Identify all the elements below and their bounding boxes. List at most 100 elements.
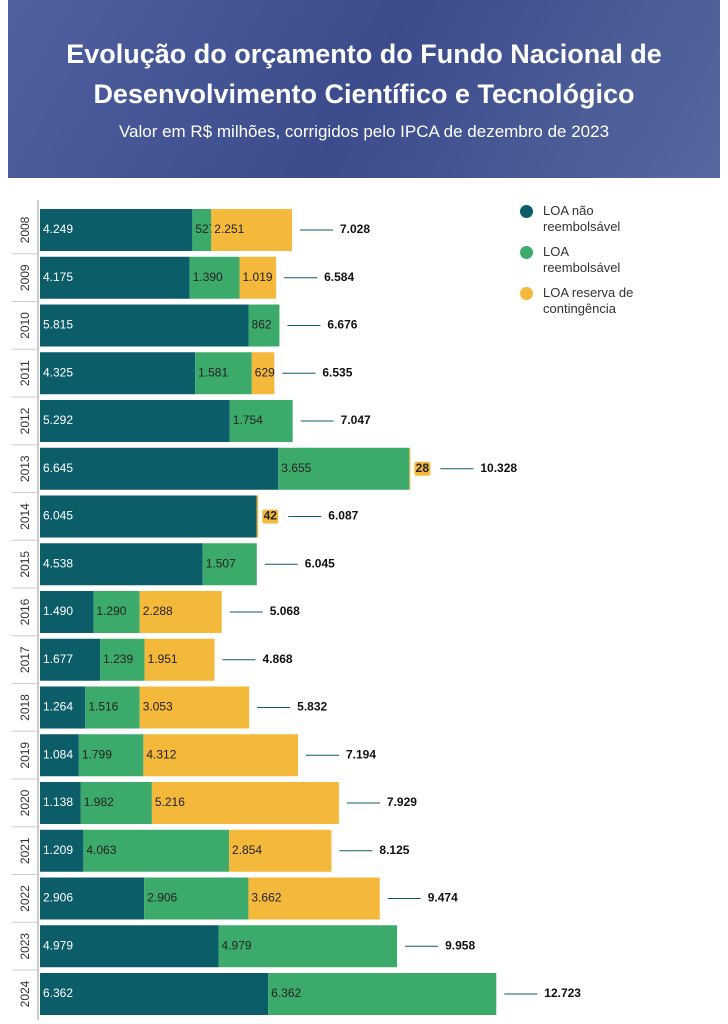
value-label: 28 [416,461,430,475]
legend-label: LOA reembolsável [543,244,621,275]
bar-segment [151,782,339,824]
legend-swatch [520,287,533,300]
y-tick-label: 2015 [18,551,32,578]
bar-segment [218,925,398,968]
bar-segment [139,591,222,633]
y-tick-label: 2008 [18,216,32,243]
bar-segment [85,686,140,729]
y-tick-label: 2011 [18,360,32,386]
bar-segment [144,877,249,920]
value-label: 5.216 [155,795,185,809]
bar-segment [83,829,230,872]
total-label: 6.676 [327,318,357,332]
value-label: 1.951 [148,652,178,666]
chart-title: Evolução do orçamento do Fundo Nacional … [66,39,662,109]
legend-item: LOA reserva de contingência [520,285,700,317]
y-tick-label: 2010 [18,312,32,339]
bar-segment [40,400,230,442]
value-label: 3.053 [143,700,173,714]
total-label: 9.474 [428,891,458,905]
bar-segment [202,543,257,586]
bar-segment [40,877,145,920]
value-label: 2.906 [147,891,177,905]
bar-segment [248,304,280,347]
y-tick-label: 2020 [18,789,32,816]
bar-segment [40,209,193,251]
bar-segment [251,352,275,395]
bar-segment [189,256,240,299]
value-label: 862 [252,318,272,332]
value-label: 6.645 [43,461,73,475]
bar-segment [78,734,144,777]
legend-item: LOA reembolsável [520,244,700,276]
value-label: 1.507 [206,556,236,570]
total-label: 7.028 [340,222,370,236]
value-label: 1.581 [198,365,228,379]
y-tick-label: 2009 [18,264,32,291]
bar-segment [278,447,410,490]
y-tick-label: 2021 [18,837,32,864]
value-label: 2.906 [43,891,73,905]
bar-segment [409,447,411,490]
total-label: 5.068 [270,604,300,618]
bar-segment [80,782,152,824]
value-label: 1.264 [43,700,73,714]
value-label: 1.754 [233,413,263,427]
total-label: 12.723 [544,986,581,1000]
bar-segment [211,209,292,251]
bar-segment [40,447,279,490]
total-label: 8.125 [379,843,409,857]
total-label: 6.584 [324,270,354,284]
value-label: 4.312 [146,747,176,761]
legend-label: LOA não reembolsável [543,203,621,234]
value-label-box [262,509,279,524]
bar-segment [40,352,196,395]
bar-segment [40,543,203,586]
value-label: 1.138 [43,795,73,809]
value-label: 2.251 [214,222,244,236]
bar-segment [229,829,332,872]
bar-segment [40,973,269,1015]
bar-segment [229,400,293,442]
value-label: 1.390 [193,270,223,284]
value-label: 1.799 [82,747,112,761]
value-label: 4.979 [43,938,73,952]
legend-label: LOA reserva de contingência [543,285,634,316]
value-label: 6.362 [271,986,301,1000]
y-tick-label: 2023 [18,933,32,960]
legend: LOA não reembolsável LOA reembolsável LOA … [520,203,700,326]
value-label: 4.063 [86,843,116,857]
bar-segment [139,686,250,729]
legend-swatch [520,246,533,259]
y-tick-label: 2017 [18,646,32,673]
bar-segment [248,877,380,920]
value-label: 4.538 [43,556,73,570]
value-label: 1.019 [243,270,273,284]
value-label: 1.516 [88,700,118,714]
value-label: 6.362 [43,986,73,1000]
value-label: 4.249 [43,222,73,236]
total-label: 10.328 [480,461,517,475]
legend-swatch [520,205,533,218]
y-tick-label: 2018 [18,694,32,721]
y-tick-label: 2013 [18,455,32,482]
bar-segment [192,209,212,251]
bar-segment [143,734,299,777]
y-tick-label: 2012 [18,407,32,434]
total-label: 6.087 [328,509,358,523]
y-tick-label: 2024 [18,980,32,1007]
value-label: 1.239 [103,652,133,666]
y-tick-label: 2014 [18,503,32,530]
bar-segment [40,495,257,538]
bar-segment [40,829,84,872]
legend-item: LOA não reembolsável [520,203,700,235]
y-tick-label: 2022 [18,885,32,912]
value-label: 6.045 [43,509,73,523]
value-label: 1.209 [43,843,73,857]
bar-segment [40,734,79,777]
bar-segment [40,304,249,347]
value-label: 1.084 [43,747,73,761]
total-label: 5.832 [297,700,327,714]
bar-segment [40,256,190,299]
